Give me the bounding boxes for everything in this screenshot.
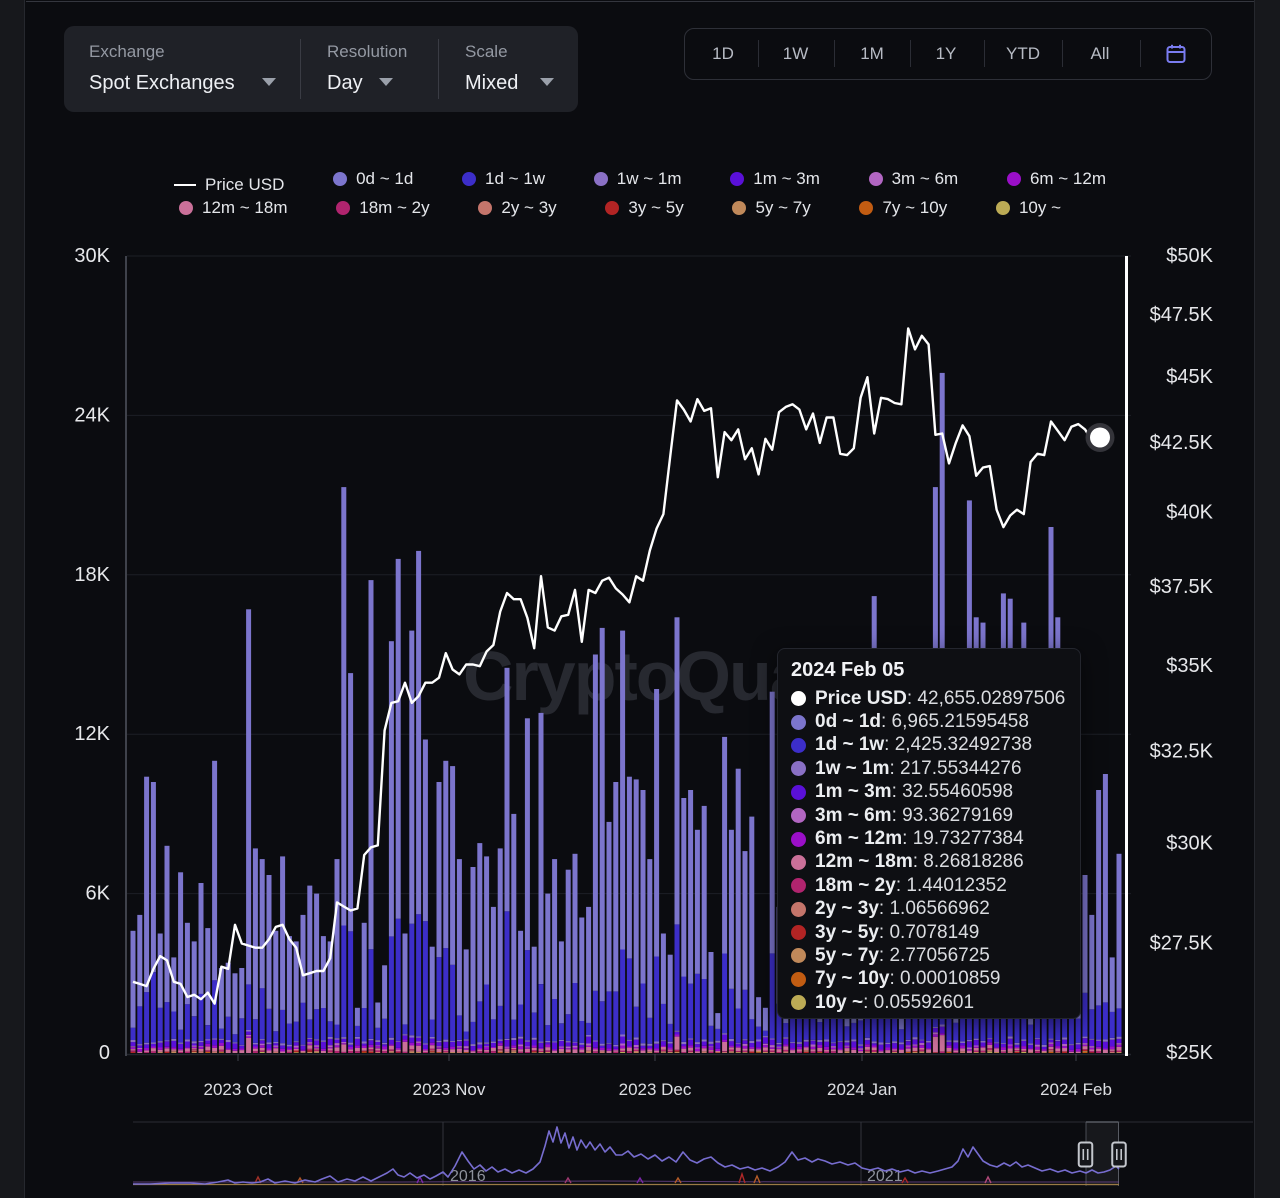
svg-text:30K: 30K	[74, 245, 110, 267]
svg-text:$35K: $35K	[1166, 655, 1213, 677]
svg-text:$27.5K: $27.5K	[1150, 933, 1214, 955]
svg-text:2021: 2021	[867, 1168, 903, 1185]
svg-text:2024 Feb: 2024 Feb	[1040, 1080, 1112, 1099]
svg-text:12K: 12K	[74, 723, 110, 745]
svg-text:0: 0	[99, 1042, 110, 1064]
svg-text:$40K: $40K	[1166, 502, 1213, 524]
svg-text:$30K: $30K	[1166, 832, 1213, 854]
svg-text:$47.5K: $47.5K	[1150, 304, 1214, 326]
svg-text:$37.5K: $37.5K	[1150, 576, 1214, 598]
svg-text:$50K: $50K	[1166, 245, 1213, 267]
svg-text:2023 Oct: 2023 Oct	[204, 1080, 273, 1099]
svg-text:2023 Dec: 2023 Dec	[619, 1080, 692, 1099]
svg-text:2024 Jan: 2024 Jan	[827, 1080, 897, 1099]
svg-text:18K: 18K	[74, 564, 110, 586]
svg-text:2023 Nov: 2023 Nov	[413, 1080, 486, 1099]
svg-text:$25K: $25K	[1166, 1042, 1213, 1064]
svg-text:6K: 6K	[86, 883, 111, 905]
svg-text:$32.5K: $32.5K	[1150, 740, 1214, 762]
svg-text:2016: 2016	[450, 1168, 486, 1185]
svg-text:$42.5K: $42.5K	[1150, 432, 1214, 454]
svg-text:24K: 24K	[74, 404, 110, 426]
svg-text:$45K: $45K	[1166, 366, 1213, 388]
